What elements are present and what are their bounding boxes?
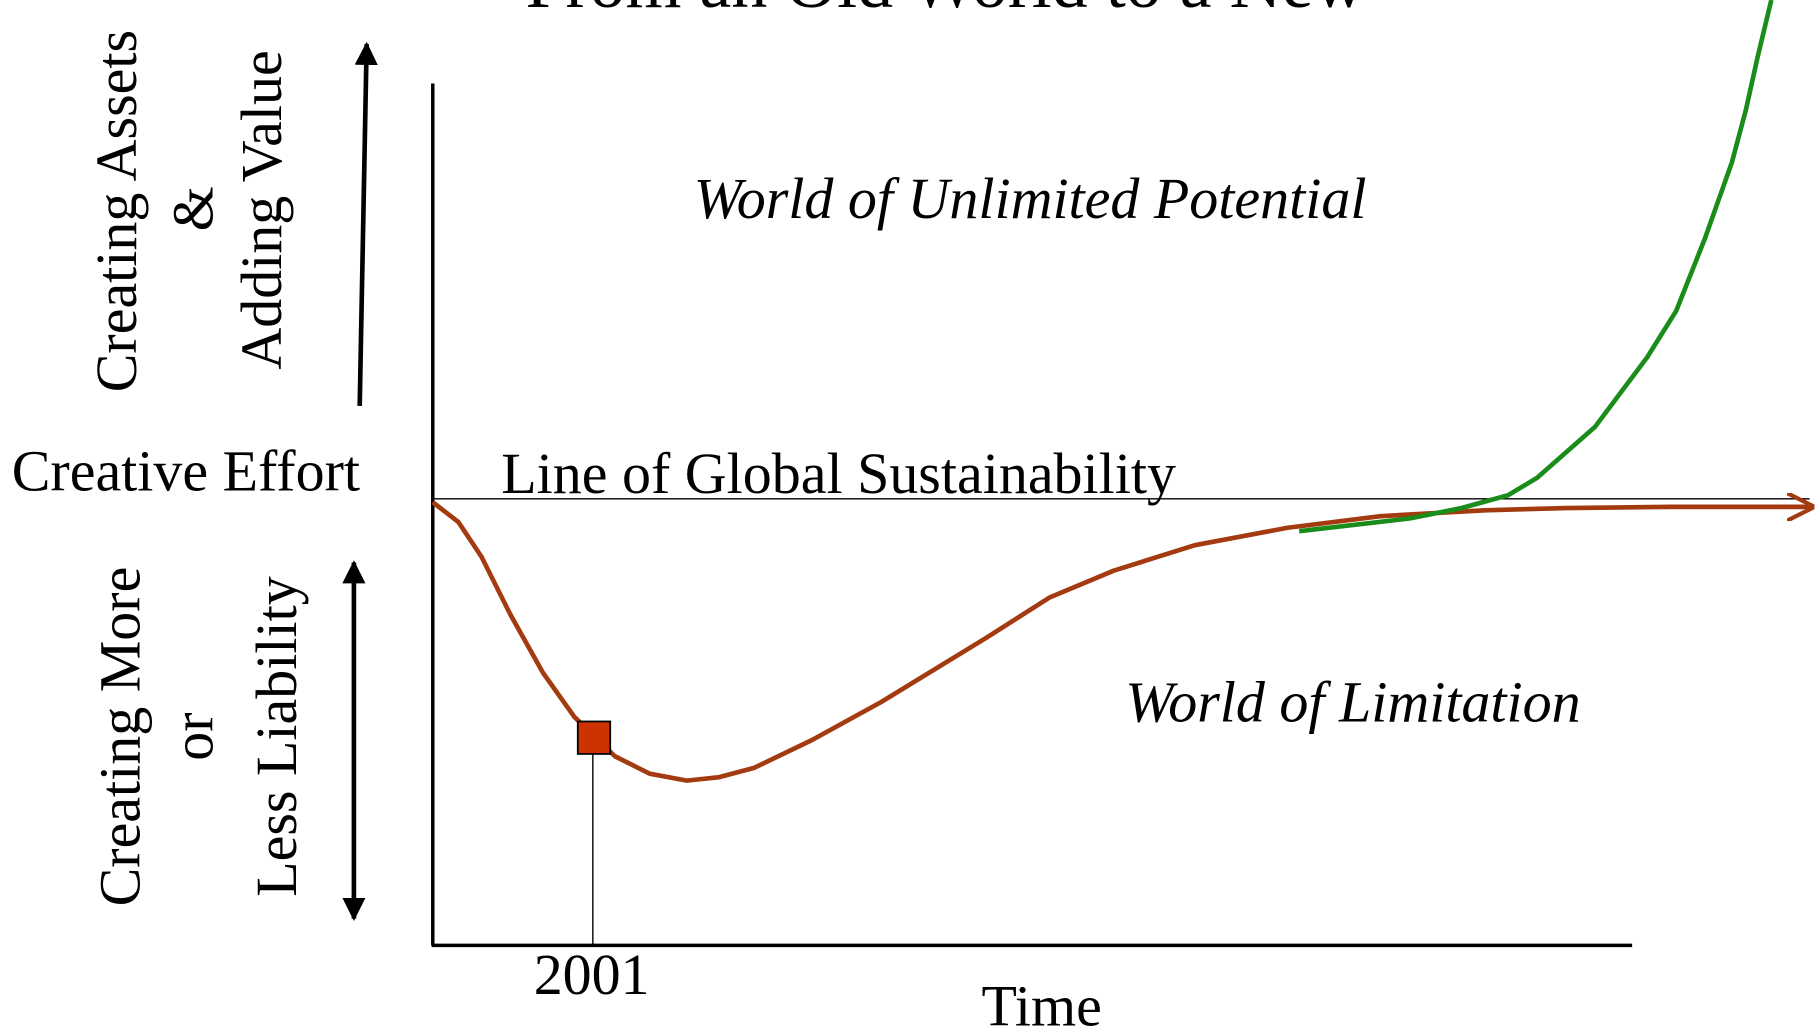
x-axis-label: Time [982, 973, 1102, 1030]
up-arrow [354, 41, 378, 407]
sustainability-label: Line of Global Sustainability [501, 441, 1176, 506]
lower-region-label: World of Limitation [1125, 669, 1580, 734]
new-world-curve [1298, 0, 1774, 534]
y-upper-line1: Creating Assets [84, 30, 149, 392]
y-upper-line3: Adding Value [229, 50, 294, 369]
y-lower-line3: Less Liability [244, 576, 309, 896]
marker-label: 2001 [534, 942, 650, 1007]
title: From an Old World to a New [526, 0, 1366, 23]
y-upper-line2: & [160, 186, 225, 231]
y-middle-label: Creative Effort [12, 439, 360, 504]
old-world-curve [431, 502, 1812, 783]
y-lower-line2: or [160, 712, 225, 760]
upper-region-label: World of Unlimited Potential [694, 166, 1367, 231]
marker-square [576, 720, 612, 755]
y-lower-line1: Creating More [87, 567, 152, 907]
